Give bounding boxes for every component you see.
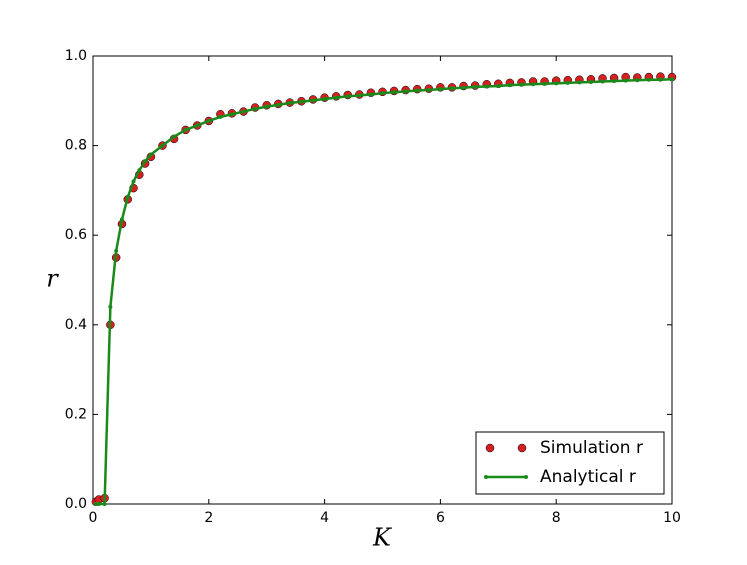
line-point [635,78,640,83]
line-point [461,85,466,90]
y-tick-label: 1.0 [65,48,87,64]
legend-swatch [524,475,528,479]
legend-swatch [485,443,495,453]
line-point [449,86,454,91]
line-point [484,84,489,89]
line-point [392,90,397,95]
legend-label: Simulation r [540,438,643,458]
line-point [600,79,605,84]
line-point [218,114,223,119]
line-point [357,93,362,98]
line-point [148,152,153,157]
y-tick-label: 0.4 [65,317,87,333]
y-tick-label: 0.6 [65,227,87,243]
line-point [426,88,431,93]
line-point [415,88,420,93]
line-point [311,98,316,103]
line-point [322,97,327,102]
legend-box [475,431,665,495]
line-point [670,77,674,82]
line-point [276,102,281,107]
line-point [206,118,211,123]
line-point [253,106,258,111]
line-point [264,104,269,109]
line-point [368,92,373,97]
legend-label: Analytical r [540,467,636,487]
x-tick-label: 2 [204,510,213,526]
line-point [287,101,292,106]
y-tick-label: 0.8 [65,138,87,154]
line-point [646,77,651,82]
line-point [229,112,234,117]
line-point [195,123,200,128]
line-point [519,82,524,87]
line-point [507,83,512,88]
line-point [531,82,536,87]
legend-swatch [517,443,527,453]
line-point [108,304,113,309]
line-point [658,77,663,82]
x-tick-label: 8 [552,510,561,526]
line-point [93,502,98,506]
line-point [565,80,570,85]
line-point [131,179,136,184]
line-point [334,95,339,100]
line-point [183,127,188,132]
line-point [403,89,408,94]
line-point [160,143,165,148]
line-point [554,81,559,86]
line-point [496,84,501,89]
line-point [542,81,547,86]
line-point [137,168,142,173]
line-point [241,109,246,114]
line-point [143,159,148,164]
line-point [588,79,593,84]
x-tick-label: 10 [663,510,681,526]
x-tick-label: 4 [320,510,329,526]
line-point [577,80,582,85]
line-point [172,134,177,139]
line-point [345,94,350,99]
line-point [380,91,385,96]
x-tick-label: 6 [436,510,445,526]
line-point [612,79,617,84]
line-point [96,502,101,506]
line-point [473,84,478,89]
y-tick-label: 0.0 [65,496,87,512]
y-axis-label: r [46,265,59,293]
line-point [125,195,130,200]
line-point [102,502,107,506]
line-point [438,87,443,92]
y-tick-label: 0.2 [65,406,87,422]
line-point [299,99,304,104]
x-tick-label: 0 [89,510,98,526]
line-point [114,248,119,253]
legend-swatch [484,475,488,479]
line-point [623,78,628,83]
line-point [119,217,124,222]
x-axis-label: K [372,524,393,552]
